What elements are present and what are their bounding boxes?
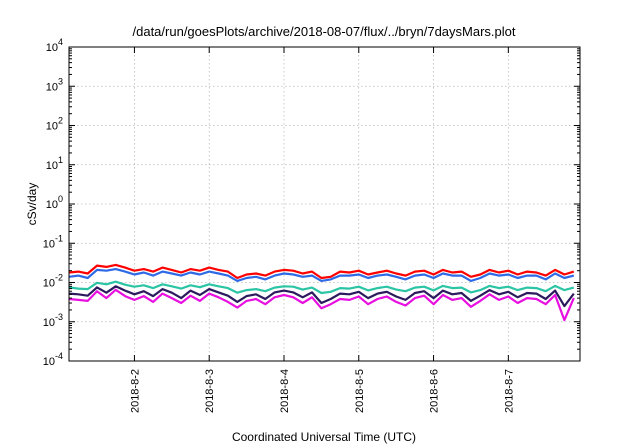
- series-line-4: [68, 285, 575, 308]
- x-axis-label: Coordinated Universal Time (UTC): [232, 430, 416, 444]
- y-tick-label: 10-4: [43, 351, 63, 368]
- y-tick-label: 102: [46, 116, 63, 133]
- x-tick-label: 2018-8-2: [129, 369, 141, 413]
- y-tick-label: 10-2: [43, 273, 63, 290]
- x-tick-label: 2018-8-5: [354, 369, 366, 413]
- series-line-2: [68, 268, 575, 282]
- series-line-3: [68, 280, 575, 295]
- ticks: 10-4 10-3 10-2 10-1 100 101 102 103 104 2018-8-2 2…: [43, 37, 580, 413]
- y-tick-label: 10-1: [43, 233, 63, 250]
- x-tick-label: 2018-8-6: [429, 369, 441, 413]
- series-line-5: [68, 288, 575, 322]
- plot-series: [68, 263, 575, 322]
- y-axis-label: cSv/day: [25, 183, 39, 226]
- y-tick-label: 103: [46, 76, 63, 93]
- y-tick-label: 100: [46, 194, 63, 211]
- x-tick-label: 2018-8-3: [204, 369, 216, 413]
- x-tick-label: 2018-8-4: [279, 369, 291, 413]
- series-line-1: [68, 263, 575, 280]
- y-tick-label: 104: [46, 37, 63, 54]
- y-tick-label: 101: [46, 155, 63, 172]
- chart-title: /data/run/goesPlots/archive/2018-08-07/f…: [133, 24, 516, 39]
- grid: [69, 47, 580, 361]
- x-tick-label: 2018-8-7: [503, 369, 515, 413]
- y-tick-label: 10-3: [43, 312, 63, 329]
